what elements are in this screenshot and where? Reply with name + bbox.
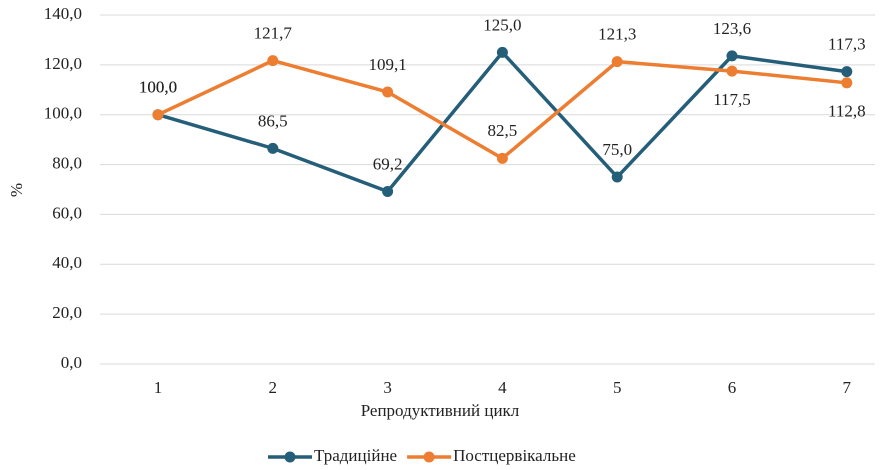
y-tick-label: 60,0 [52,203,82,222]
data-point [496,152,508,164]
data-label: 69,2 [373,154,403,173]
x-tick-label: 1 [154,378,163,397]
data-point [267,55,279,67]
x-axis-label: Репродуктивний цикл [361,401,520,420]
y-tick-label: 0,0 [61,353,82,372]
data-label: 117,5 [713,90,751,109]
y-tick-label: 80,0 [52,153,82,172]
data-point [382,86,394,98]
data-label: 100,0 [139,78,177,97]
data-point [726,65,738,77]
legend-label: Традиційне [314,446,397,465]
y-tick-label: 100,0 [44,104,82,123]
y-axis-label: % [7,183,26,197]
data-label: 125,0 [483,15,521,34]
y-tick-label: 20,0 [52,303,82,322]
data-label: 109,1 [368,55,406,74]
x-tick-label: 6 [728,378,737,397]
x-tick-label: 4 [498,378,507,397]
data-label: 100,0 [139,78,177,97]
y-tick-label: 40,0 [52,253,82,272]
data-label: 121,3 [598,25,636,44]
data-label: 82,5 [488,121,518,140]
data-point [496,46,508,58]
data-label: 117,3 [828,34,866,53]
data-point [611,56,623,68]
y-tick-label: 140,0 [44,4,82,23]
legend-marker [423,451,435,463]
x-tick-label: 3 [383,378,392,397]
data-label: 121,7 [254,24,293,43]
x-tick-label: 5 [613,378,622,397]
legend-label: Постцервікальне [453,446,576,465]
x-tick-label: 7 [843,378,852,397]
data-point [267,142,279,154]
x-tick-label: 2 [269,378,278,397]
data-point [152,109,164,121]
y-tick-label: 120,0 [44,54,82,73]
data-label: 112,8 [828,102,866,121]
data-label: 86,5 [258,111,288,130]
data-label: 75,0 [602,140,632,159]
data-point [841,77,853,89]
data-point [726,50,738,62]
data-point [611,171,623,183]
data-label: 123,6 [713,19,751,38]
data-point [841,66,853,78]
legend-marker [284,451,296,463]
data-point [382,185,394,197]
